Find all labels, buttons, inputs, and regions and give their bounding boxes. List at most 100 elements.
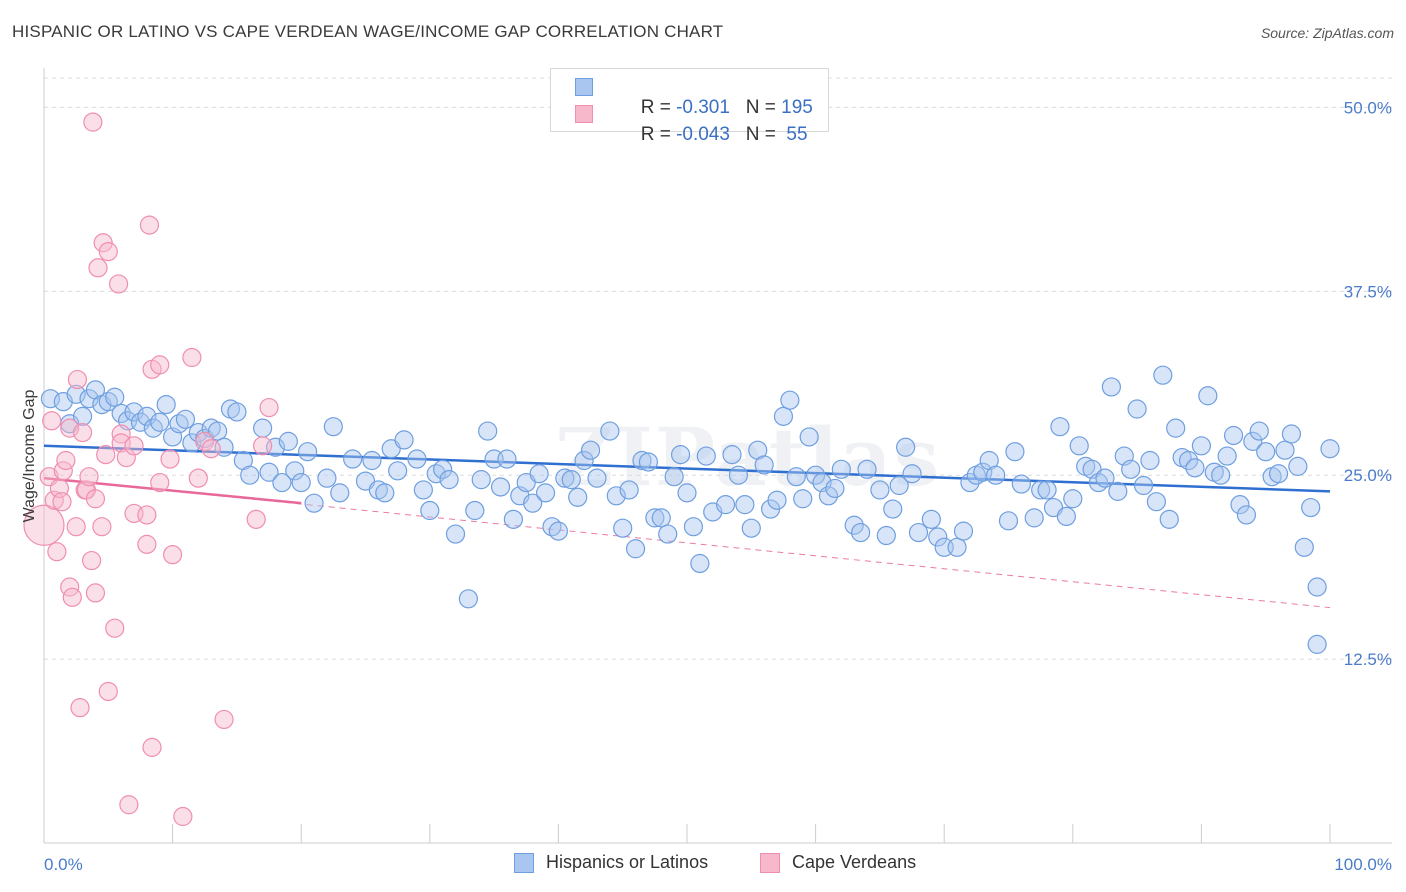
cape-verdean-point [72, 422, 93, 443]
hispanic-point [786, 467, 806, 487]
hispanic-point [889, 475, 909, 496]
hispanic-point [568, 487, 588, 507]
hispanic-point [1256, 442, 1276, 462]
hispanic-point [1095, 468, 1115, 488]
cape-verdean-point [67, 369, 88, 390]
hispanic-point [632, 450, 652, 471]
correlation-legend: R = -0.301 N = 195 R = -0.043 N = 55 [550, 68, 829, 145]
hispanic-point [156, 394, 176, 415]
hispanic-point [439, 470, 459, 490]
cape-verdean-point [195, 431, 215, 451]
cape-verdean-point [119, 795, 139, 815]
hispanic-point [471, 470, 491, 490]
hispanic-point [1191, 436, 1212, 456]
hispanic-point [150, 412, 170, 432]
legend-r-label: R = [640, 124, 677, 145]
cape-verdean-point [105, 618, 125, 638]
hispanic-point [1050, 417, 1070, 437]
hispanic-point [433, 459, 453, 479]
hispanic-point [735, 495, 755, 515]
hispanic-point [805, 465, 826, 485]
cape-verdean-point [56, 450, 76, 471]
hispanic-point [298, 442, 318, 462]
hispanic-point [715, 495, 736, 515]
cape-verdean-point [70, 698, 90, 718]
cape-verdean-point [137, 505, 157, 525]
legend-swatch-hispanic [575, 78, 593, 96]
hispanic-point [259, 462, 279, 482]
legend-swatch-hispanic [514, 853, 534, 873]
hispanic-point [870, 480, 890, 500]
legend-label-cape-verdean: Cape Verdeans [792, 852, 917, 872]
hispanic-point [799, 427, 819, 447]
legend-swatch-cape-verdean [575, 105, 593, 123]
hispanic-point [921, 509, 941, 529]
legend-n-value: 195 [781, 97, 813, 118]
hispanic-point [683, 517, 704, 537]
legend-row-hispanic: R = -0.301 N = 195 [575, 75, 813, 118]
hispanic-point [883, 499, 903, 519]
cape-verdean-point [173, 806, 193, 827]
hispanic-point [986, 465, 1006, 485]
hispanic-point [722, 445, 742, 465]
hispanic-point [754, 455, 774, 475]
cape-verdean-point [188, 468, 208, 488]
hispanic-point [1275, 440, 1295, 460]
cape-verdean-point [150, 472, 170, 493]
hispanic-point [413, 480, 433, 500]
hispanic-point [793, 489, 813, 509]
hispanic-point [105, 387, 125, 407]
cape-verdean-point [42, 411, 62, 431]
cape-verdean-point [47, 542, 67, 562]
hispanic-point [1146, 492, 1166, 512]
hispanic-point [1249, 421, 1269, 441]
hispanic-point [1024, 508, 1044, 528]
hispanic-point [1166, 418, 1186, 438]
cape-verdean-point [124, 436, 144, 456]
hispanic-point [677, 483, 697, 503]
hispanic-point [908, 522, 929, 543]
hispanic-point [690, 553, 710, 574]
axes [43, 68, 1392, 844]
hispanic-point [1243, 431, 1263, 451]
cape-verdean-point [81, 550, 102, 571]
hispanic-point [1268, 464, 1289, 484]
hispanic-point [503, 509, 523, 529]
legend-label-hispanic: Hispanics or Latinos [546, 852, 709, 872]
hispanic-point [1140, 450, 1160, 471]
hispanic-point [851, 522, 871, 543]
hispanic-point [1230, 495, 1250, 515]
hispanic-point [896, 437, 916, 457]
hispanic-point [1108, 481, 1128, 501]
legend-row-cape-verdean: R = -0.043 N = 55 [575, 102, 808, 145]
cape-verdean-point [201, 439, 221, 459]
cape-verdean-point [137, 534, 157, 554]
cape-verdean-point [116, 447, 136, 468]
hispanic-point [535, 483, 556, 503]
cape-verdean-point [85, 583, 106, 603]
hispanic-point [1217, 446, 1237, 466]
cape-verdean-point [52, 492, 72, 512]
hispanic-point [696, 446, 716, 466]
cape-verdean-point [83, 112, 103, 132]
hispanic-point [1056, 506, 1076, 527]
data-points [23, 112, 1340, 827]
hispanic-point [645, 508, 665, 528]
cape-verdean-point [85, 489, 106, 509]
hispanic-point [272, 472, 292, 493]
hispanic-point [208, 421, 228, 441]
cape-verdean-point [253, 436, 273, 456]
hispanic-point [1223, 425, 1244, 446]
hispanic-point [1133, 475, 1154, 496]
hispanic-point [1037, 480, 1057, 500]
hispanic-point [362, 450, 382, 471]
tick-labels: 12.5% 25.0% 37.5% 50.0% 0.0% 100.0% [44, 98, 1392, 874]
hispanic-point [670, 445, 691, 465]
hispanic-point [1281, 424, 1302, 444]
cape-verdean-point [23, 504, 65, 546]
cape-verdean-point [163, 545, 183, 565]
hispanic-point [638, 452, 659, 472]
hispanic-point [902, 464, 922, 484]
y-tick-label: 37.5% [1344, 282, 1392, 301]
